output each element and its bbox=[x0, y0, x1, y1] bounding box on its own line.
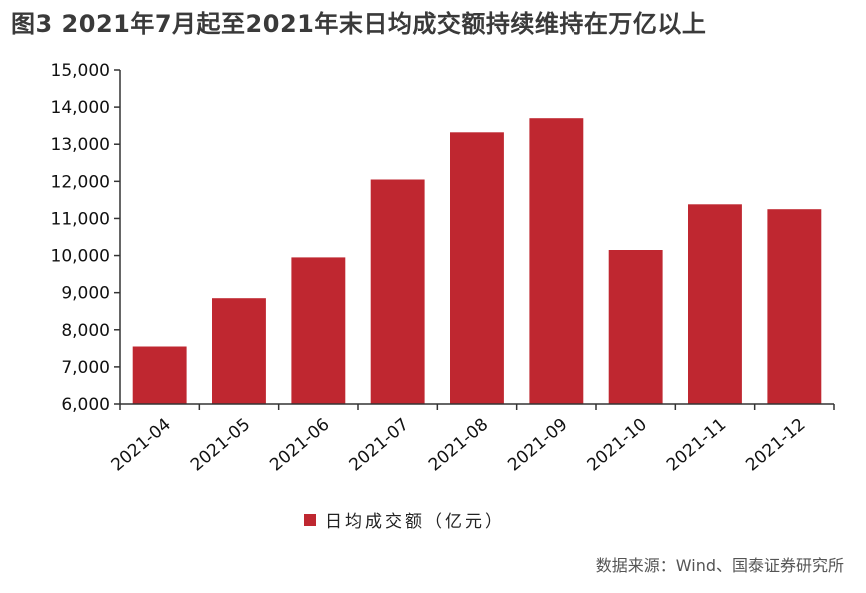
x-tick-label: 2021-07 bbox=[346, 415, 413, 476]
y-tick-label: 15,000 bbox=[51, 61, 110, 81]
y-tick-label: 6,000 bbox=[61, 395, 110, 415]
bar-2021-04 bbox=[132, 346, 187, 404]
legend: 日均成交额（亿元） bbox=[304, 512, 505, 532]
legend-label: 日均成交额（亿元） bbox=[325, 512, 505, 532]
bar-2021-07 bbox=[370, 179, 425, 404]
bars-group bbox=[132, 118, 822, 405]
legend-swatch bbox=[304, 514, 316, 526]
y-tick-label: 12,000 bbox=[51, 172, 110, 192]
x-tick-label: 2021-08 bbox=[425, 415, 492, 476]
bar-2021-06 bbox=[291, 257, 346, 404]
x-tick-label: 2021-12 bbox=[742, 415, 809, 476]
x-tick-label: 2021-04 bbox=[108, 415, 175, 476]
bar-2021-09 bbox=[529, 118, 584, 404]
bar-2021-10 bbox=[608, 250, 663, 404]
y-tick-label: 13,000 bbox=[51, 135, 110, 155]
x-axis: 2021-04 2021-05 2021-06 2021-07 2021-08 2021-… bbox=[108, 403, 835, 476]
y-tick-label: 7,000 bbox=[61, 358, 110, 378]
y-tick-label: 14,000 bbox=[51, 98, 110, 118]
chart-title: 图3 2021年7月起至2021年末日均成交额持续维持在万亿以上 bbox=[11, 10, 707, 38]
x-tick-label: 2021-09 bbox=[504, 415, 571, 476]
y-tick-label: 8,000 bbox=[61, 321, 110, 341]
y-axis: 6,000 7,000 8,000 9,000 10,000 11,000 12,000 13… bbox=[51, 61, 121, 415]
source-note: 数据来源：Wind、国泰证券研究所 bbox=[595, 556, 844, 575]
bar-2021-08 bbox=[450, 132, 504, 405]
bar-2021-05 bbox=[212, 298, 266, 404]
y-tick-label: 10,000 bbox=[51, 247, 110, 267]
x-tick-label: 2021-10 bbox=[584, 415, 651, 476]
bar-2021-11 bbox=[688, 204, 742, 404]
y-tick-label: 11,000 bbox=[51, 209, 110, 229]
y-tick-label: 9,000 bbox=[61, 284, 110, 304]
x-tick-label: 2021-05 bbox=[187, 415, 254, 476]
x-tick-label: 2021-06 bbox=[266, 415, 333, 476]
bar-2021-12 bbox=[767, 209, 822, 404]
x-tick-label: 2021-11 bbox=[663, 415, 730, 476]
